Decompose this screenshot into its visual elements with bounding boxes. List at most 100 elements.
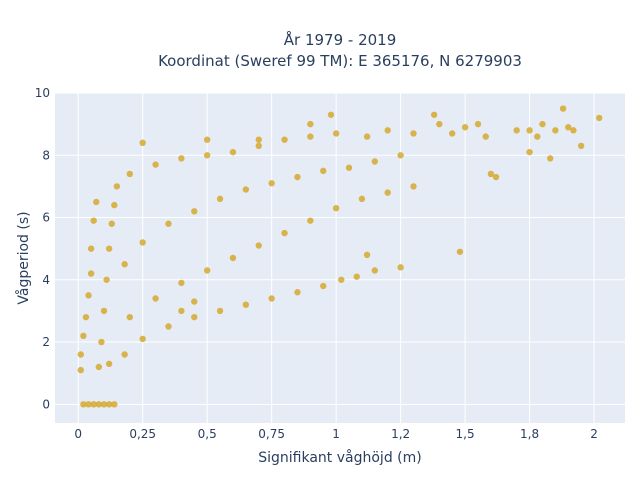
data-point [547, 155, 554, 162]
data-point [126, 313, 133, 321]
data-point [100, 307, 108, 315]
data-point [397, 152, 404, 159]
data-point [165, 323, 172, 330]
data-point [363, 251, 371, 259]
data-point [570, 127, 577, 134]
data-point [103, 276, 110, 283]
data-point [482, 133, 489, 140]
data-point [353, 273, 360, 280]
data-point [229, 148, 237, 156]
data-point [139, 239, 146, 246]
data-point [307, 217, 314, 224]
data-point [178, 155, 185, 162]
gridlines [55, 92, 625, 423]
data-point [80, 332, 87, 340]
data-point [384, 189, 391, 196]
data-point [242, 186, 250, 193]
data-point [178, 307, 185, 315]
data-point [513, 127, 520, 134]
data-point [152, 295, 159, 302]
data-point [487, 170, 495, 178]
data-point [410, 130, 417, 137]
data-point [77, 366, 84, 374]
data-point [111, 401, 118, 408]
data-point [87, 270, 95, 277]
data-point [105, 360, 113, 368]
data-point [281, 229, 288, 237]
data-point [268, 180, 275, 187]
data-point [165, 220, 172, 227]
data-point [216, 307, 224, 315]
data-point [307, 120, 314, 128]
data-point [534, 133, 541, 140]
x-tick-label: 0,5 [198, 427, 217, 441]
data-point [448, 130, 456, 137]
data-point [492, 173, 500, 181]
y-axis-title: Vågperiod (s) [15, 211, 32, 304]
data-point [80, 401, 87, 408]
data-point [82, 313, 90, 321]
data-point [474, 120, 482, 128]
data-point [121, 261, 128, 268]
data-point [152, 161, 159, 168]
data-point [100, 401, 108, 408]
data-point [596, 114, 603, 122]
data-point [559, 105, 567, 112]
data-point [113, 183, 121, 190]
data-point [90, 401, 97, 408]
data-point [203, 136, 211, 143]
chart-subtitle: Koordinat (Sweref 99 TM): E 365176, N 62… [158, 52, 522, 70]
data-point [255, 242, 262, 249]
data-point [255, 142, 262, 150]
data-point [294, 173, 301, 181]
data-point [363, 133, 371, 140]
data-point [384, 127, 391, 134]
data-point [345, 164, 353, 171]
data-point [87, 245, 95, 252]
data-point [577, 142, 585, 150]
data-point [98, 338, 105, 346]
data-point [327, 111, 335, 118]
x-tick-label: 2 [590, 427, 598, 441]
data-point [526, 127, 533, 134]
data-point [126, 170, 133, 178]
x-tick-label: 1,5 [456, 427, 475, 441]
data-point [93, 198, 100, 206]
y-tick-label: 2 [42, 335, 50, 349]
data-point [430, 111, 438, 118]
x-tick-label: 1 [332, 427, 340, 441]
data-point [436, 120, 443, 128]
data-point [216, 195, 224, 203]
chart-title: År 1979 - 2019 [284, 30, 397, 49]
data-points [77, 105, 603, 408]
data-point [456, 248, 464, 255]
y-tick-label: 8 [42, 148, 50, 162]
y-axis-ticks: 0 2 4 6 8 10 [35, 86, 50, 411]
y-tick-label: 0 [42, 397, 50, 411]
data-point [371, 158, 379, 165]
data-point [90, 217, 97, 224]
data-point [338, 276, 345, 283]
data-point [539, 120, 546, 128]
data-point [178, 279, 185, 287]
data-point [461, 124, 469, 131]
data-point [565, 124, 572, 131]
y-tick-label: 10 [35, 86, 50, 100]
data-point [121, 351, 128, 358]
data-point [255, 136, 262, 143]
data-point [203, 152, 211, 159]
data-point [108, 220, 115, 227]
data-point [191, 313, 198, 321]
x-axis-ticks: 0 0,25 0,5 0,75 1 1,2 1,5 1,8 2 [74, 427, 597, 441]
data-point [242, 301, 250, 308]
data-point [139, 139, 146, 147]
data-point [77, 351, 84, 358]
data-point [95, 363, 103, 371]
data-point [358, 195, 366, 203]
x-tick-label: 1,8 [520, 427, 539, 441]
data-point [229, 254, 237, 262]
x-tick-label: 1,2 [391, 427, 410, 441]
data-point [526, 148, 533, 156]
data-point [410, 183, 417, 190]
data-point [307, 133, 314, 140]
